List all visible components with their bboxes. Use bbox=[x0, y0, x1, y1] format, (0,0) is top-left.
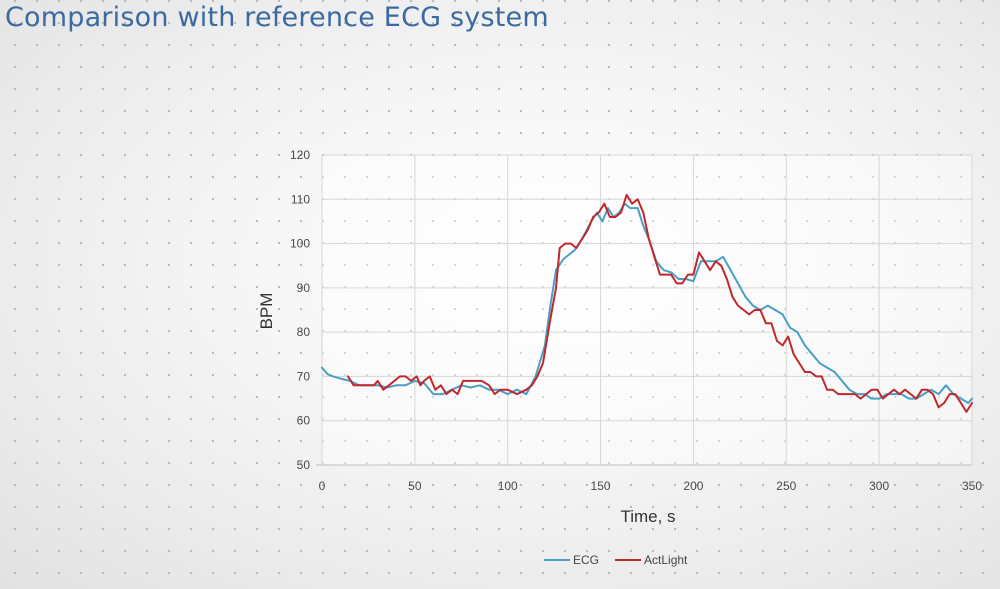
x-tick-label: 350 bbox=[962, 479, 982, 493]
y-tick-label: 120 bbox=[290, 148, 310, 162]
y-tick-label: 60 bbox=[297, 414, 311, 428]
x-tick-label: 300 bbox=[869, 479, 889, 493]
x-tick-label: 50 bbox=[408, 479, 422, 493]
x-tick-label: 200 bbox=[683, 479, 703, 493]
chart-legend: ECG ActLight bbox=[544, 553, 688, 567]
plot-area bbox=[322, 155, 972, 465]
x-tick-label: 100 bbox=[498, 479, 518, 493]
x-axis-ticks: 0 50 100 150 200 250 300 350 bbox=[319, 479, 983, 493]
chart-grid bbox=[316, 154, 973, 466]
x-tick-label: 250 bbox=[776, 479, 796, 493]
y-axis-ticks: 50 60 70 80 90 100 110 120 bbox=[290, 148, 310, 472]
y-tick-label: 110 bbox=[291, 192, 310, 206]
y-axis-title: BPM bbox=[257, 293, 276, 330]
x-axis-title: Time, s bbox=[620, 507, 675, 526]
x-tick-label: 0 bbox=[319, 479, 326, 493]
legend-label-ecg: ECG bbox=[573, 553, 599, 567]
series-line-actlight bbox=[347, 193, 973, 413]
y-tick-label: 50 bbox=[297, 458, 311, 472]
slide-title: Comparison with reference ECG system bbox=[5, 2, 549, 33]
y-tick-label: 90 bbox=[297, 281, 311, 295]
y-tick-label: 100 bbox=[290, 237, 310, 251]
x-tick-label: 150 bbox=[591, 479, 611, 493]
y-tick-label: 70 bbox=[297, 369, 311, 383]
chart-lines bbox=[321, 193, 973, 413]
legend-label-actlight: ActLight bbox=[644, 553, 688, 567]
y-tick-label: 80 bbox=[297, 325, 311, 339]
